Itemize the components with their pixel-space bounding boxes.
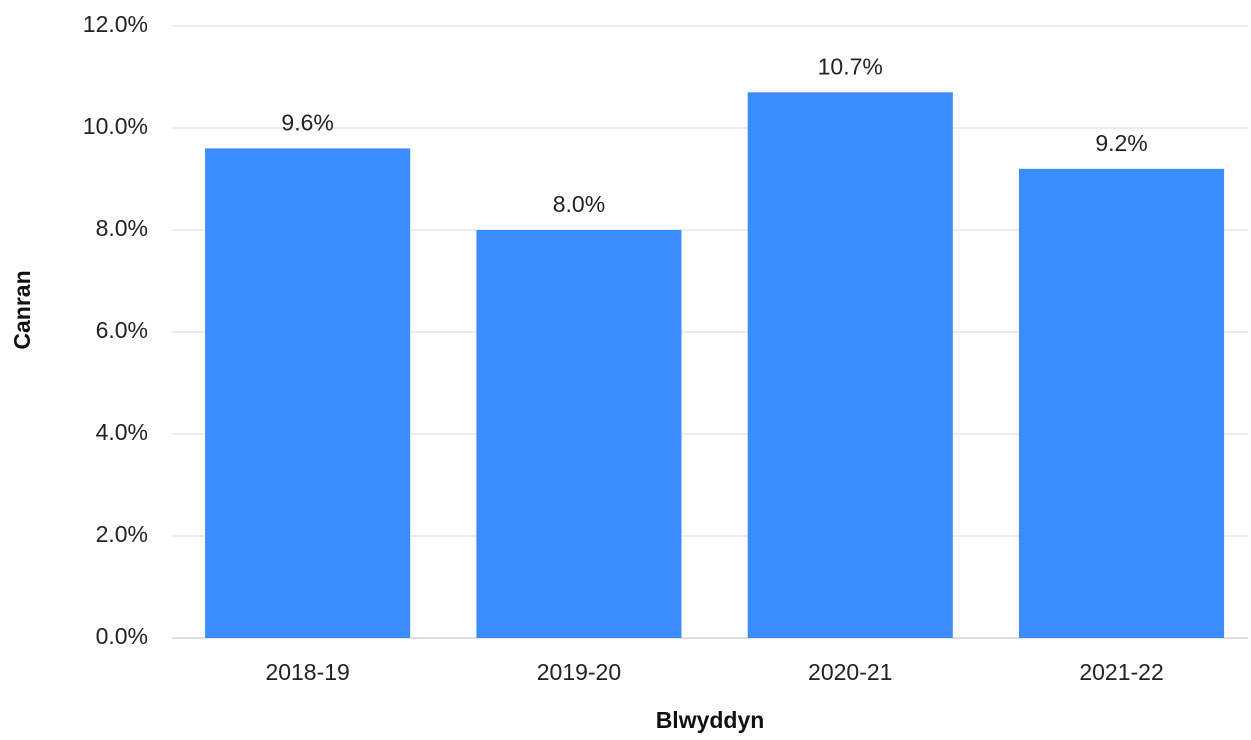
value-label: 9.6% xyxy=(281,109,333,135)
y-tick-label: 2.0% xyxy=(96,521,148,547)
bar xyxy=(476,230,682,638)
value-label: 10.7% xyxy=(818,53,883,79)
x-axis-title: Blwyddyn xyxy=(656,707,765,733)
bar xyxy=(205,148,411,638)
y-tick-label: 8.0% xyxy=(96,215,148,241)
bar xyxy=(1018,168,1225,639)
bar xyxy=(747,92,953,639)
x-tick-label: 2020-21 xyxy=(808,659,892,685)
y-tick-label: 6.0% xyxy=(96,317,148,343)
y-tick-label: 10.0% xyxy=(83,113,148,139)
value-label: 9.2% xyxy=(1095,130,1147,156)
y-tick-label: 12.0% xyxy=(83,11,148,37)
y-tick-label: 4.0% xyxy=(96,419,148,445)
x-tick-label: 2021-22 xyxy=(1079,659,1163,685)
x-tick-label: 2018-19 xyxy=(265,659,349,685)
y-tick-label: 0.0% xyxy=(96,623,148,649)
value-label: 8.0% xyxy=(553,191,605,217)
y-axis-title: Canran xyxy=(9,270,35,349)
x-tick-label: 2019-20 xyxy=(537,659,621,685)
